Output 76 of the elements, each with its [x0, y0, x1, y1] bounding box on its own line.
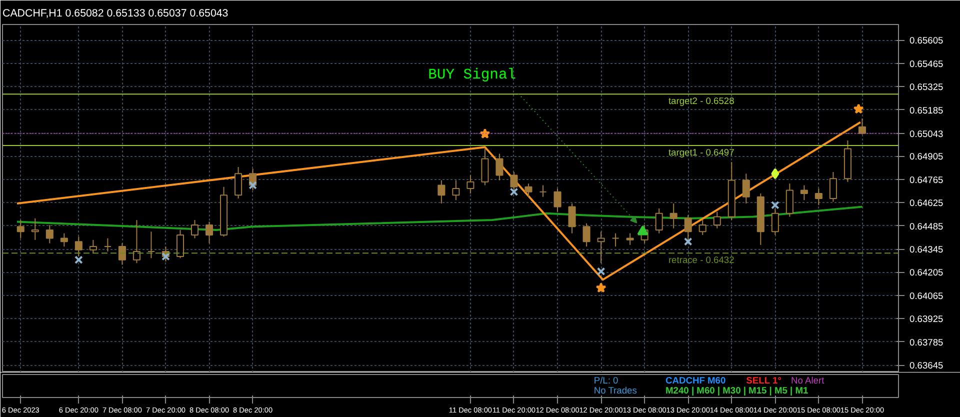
y-tick-label: 0.65043: [910, 128, 944, 139]
point: [853, 104, 864, 114]
candlestick: [742, 173, 750, 204]
candlestick: [89, 239, 97, 254]
y-tick-label: 0.65605: [910, 36, 944, 46]
point: [596, 267, 606, 276]
candlestick: [582, 222, 590, 248]
y-tick-label: 0.64765: [910, 174, 944, 185]
y-tick-label: 0.65465: [910, 58, 944, 69]
line-series: [16, 121, 862, 281]
candlestick: [16, 220, 24, 239]
point: [510, 188, 518, 196]
candlestick: [147, 231, 155, 259]
candlestick: [496, 153, 504, 181]
y-tick-label: 0.64345: [910, 244, 944, 255]
candlestick: [176, 229, 184, 259]
ref-line-label: target2 - 0.6528: [668, 96, 734, 106]
candlestick: [539, 184, 547, 198]
candlestick: [46, 224, 54, 244]
annotation: BUY Signal: [428, 68, 516, 84]
candlestick: [481, 148, 489, 186]
candlestick: [206, 221, 214, 244]
candlestick: [800, 184, 808, 201]
point: [162, 252, 170, 261]
candlestick: [452, 180, 460, 201]
candlestick: [524, 183, 532, 198]
candlestick: [118, 242, 126, 266]
candlestick: [60, 232, 68, 248]
candlestick: [612, 232, 620, 248]
candlestick: [568, 202, 576, 234]
text: No Alert: [790, 375, 825, 386]
line-series: [16, 206, 864, 231]
candlestick: [31, 218, 39, 240]
candlestick: [655, 208, 663, 234]
candlestick: [132, 220, 140, 264]
text: SELL 1°: [746, 375, 782, 386]
y-tick-label: 0.64065: [910, 290, 944, 301]
candlestick: [597, 231, 605, 264]
point: [596, 282, 606, 293]
y-tick-label: 0.64485: [910, 221, 944, 232]
ref-line-label: target1 - 0.6497: [668, 147, 734, 158]
point: [480, 128, 490, 139]
y-tick-label: 0.64205: [910, 268, 944, 278]
candlestick: [554, 188, 562, 212]
y-tick-label: 0.64625: [910, 198, 944, 208]
ref-line-label: retrace - 0.6432: [668, 255, 734, 266]
text: P/L: 0: [594, 375, 618, 386]
candlestick: [466, 174, 474, 194]
y-tick-label: 0.65325: [910, 82, 944, 92]
y-tick-label: 0.63645: [910, 360, 944, 371]
point: [771, 168, 780, 180]
candlestick: [234, 166, 242, 199]
y-tick-label: 0.63785: [910, 337, 944, 348]
text: No Trades: [594, 386, 638, 396]
candlestick: [626, 232, 634, 246]
candlestick: [698, 220, 706, 236]
point: [770, 200, 780, 210]
y-tick-label: 0.65185: [910, 105, 944, 116]
text: CADCHF M60: [666, 375, 726, 386]
candlestick: [814, 188, 822, 206]
point: [637, 225, 648, 236]
point: [248, 181, 257, 190]
point: [684, 237, 692, 246]
y-tick-label: 0.63925: [910, 314, 944, 324]
candlestick: [713, 211, 721, 229]
candlestick: [670, 202, 678, 229]
candlestick: [190, 220, 199, 239]
candlestick: [786, 183, 794, 218]
chart-title: CADCHF,H1 0.65082 0.65133 0.65037 0.65043: [2, 8, 228, 20]
candlestick: [858, 118, 866, 135]
text: M240 | M60 | M30 | M15 | M5 | M1: [666, 386, 808, 397]
candlestick: [104, 238, 112, 252]
candlestick: [829, 171, 837, 202]
candlestick: [438, 180, 446, 204]
y-tick-label: 0.64905: [910, 152, 944, 162]
point: [74, 256, 83, 264]
